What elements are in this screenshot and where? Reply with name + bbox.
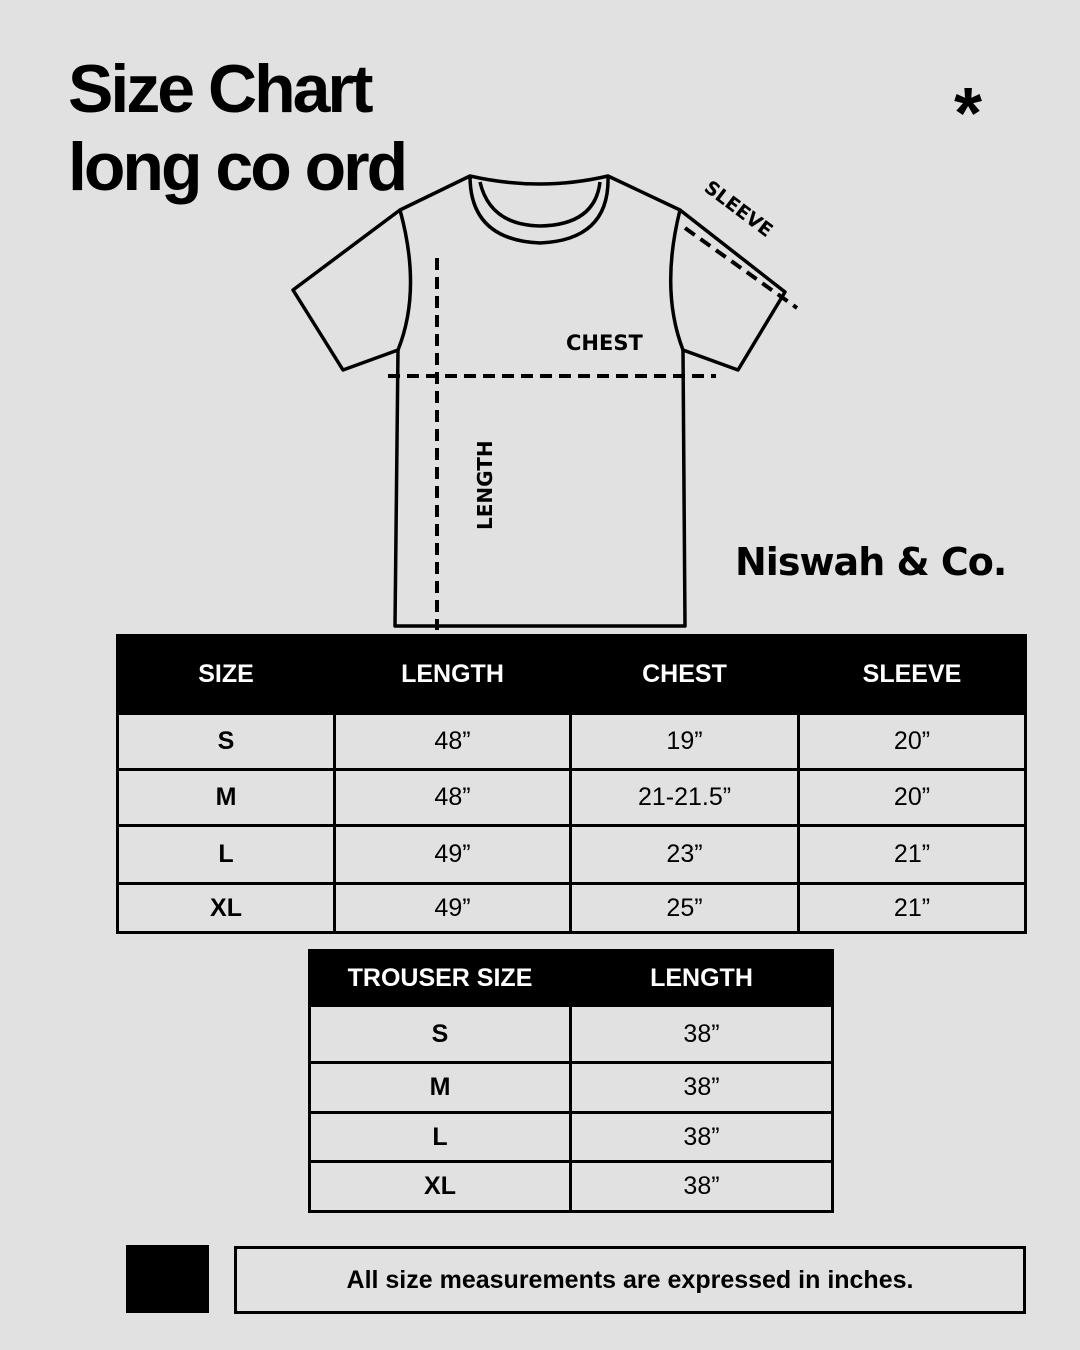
table-row: S 38” (308, 1004, 834, 1064)
header-chest: CHEST (569, 634, 800, 715)
tshirt-diagram: CHEST LENGTH SLEEVE (291, 174, 799, 630)
table-row: XL 38” (308, 1160, 834, 1213)
title-line-1: Size Chart (68, 51, 374, 127)
size-cell: XL (116, 882, 336, 934)
title-line-2: long co ord (68, 129, 408, 205)
armhole-left (396, 209, 413, 351)
sleeve-cell: 20” (797, 768, 1027, 827)
chest-cell: 23” (569, 824, 800, 885)
size-cell: L (116, 824, 336, 885)
size-cell: S (308, 1004, 572, 1064)
header-trouser-size: TROUSER SIZE (308, 949, 572, 1007)
header-sleeve: SLEEVE (797, 634, 1027, 715)
decorative-black-square (126, 1245, 209, 1313)
table-row: L 38” (308, 1111, 834, 1163)
length-cell: 38” (569, 1111, 834, 1163)
shirt-outline (291, 174, 787, 628)
table-row: L 49” 23” 21” (116, 824, 1027, 885)
asterisk-icon: * (954, 74, 983, 154)
sleeve-measure-line (683, 226, 799, 310)
sleeve-cell: 20” (797, 712, 1027, 771)
chest-cell: 25” (569, 882, 800, 934)
sleeve-label: SLEEVE (700, 176, 777, 241)
size-cell: L (308, 1111, 572, 1163)
armhole-right (668, 209, 685, 351)
table-header-row: TROUSER SIZE LENGTH (308, 949, 834, 1007)
length-cell: 48” (333, 712, 572, 771)
size-cell: XL (308, 1160, 572, 1213)
footer-note: All size measurements are expressed in i… (234, 1246, 1026, 1314)
sleeve-cell: 21” (797, 882, 1027, 934)
length-cell: 49” (333, 882, 572, 934)
length-cell: 48” (333, 768, 572, 827)
collar-inner (478, 181, 602, 228)
trouser-size-table: TROUSER SIZE LENGTH S 38” M 38” L 38” XL… (308, 949, 834, 1213)
length-cell: 38” (569, 1160, 834, 1213)
table-header-row: SIZE LENGTH CHEST SLEEVE (116, 634, 1027, 715)
length-cell: 49” (333, 824, 572, 885)
size-chart-table: SIZE LENGTH CHEST SLEEVE S 48” 19” 20” M… (116, 634, 1027, 934)
collar-outer (468, 175, 610, 245)
brand-logo: Niswah & Co. (735, 540, 1007, 584)
header-size: SIZE (116, 634, 336, 715)
chest-label: CHEST (566, 331, 643, 355)
table-row: XL 49” 25” 21” (116, 882, 1027, 934)
chest-cell: 21-21.5” (569, 768, 800, 827)
header-length: LENGTH (333, 634, 572, 715)
length-cell: 38” (569, 1061, 834, 1114)
table-row: S 48” 19” 20” (116, 712, 1027, 771)
size-cell: M (308, 1061, 572, 1114)
chest-cell: 19” (569, 712, 800, 771)
table-row: M 38” (308, 1061, 834, 1114)
table-row: M 48” 21-21.5” 20” (116, 768, 1027, 827)
length-label: LENGTH (473, 440, 497, 530)
page-title: Size Chart long co ord (68, 50, 408, 206)
length-cell: 38” (569, 1004, 834, 1064)
header-length: LENGTH (569, 949, 834, 1007)
size-cell: S (116, 712, 336, 771)
sleeve-cell: 21” (797, 824, 1027, 885)
size-cell: M (116, 768, 336, 827)
